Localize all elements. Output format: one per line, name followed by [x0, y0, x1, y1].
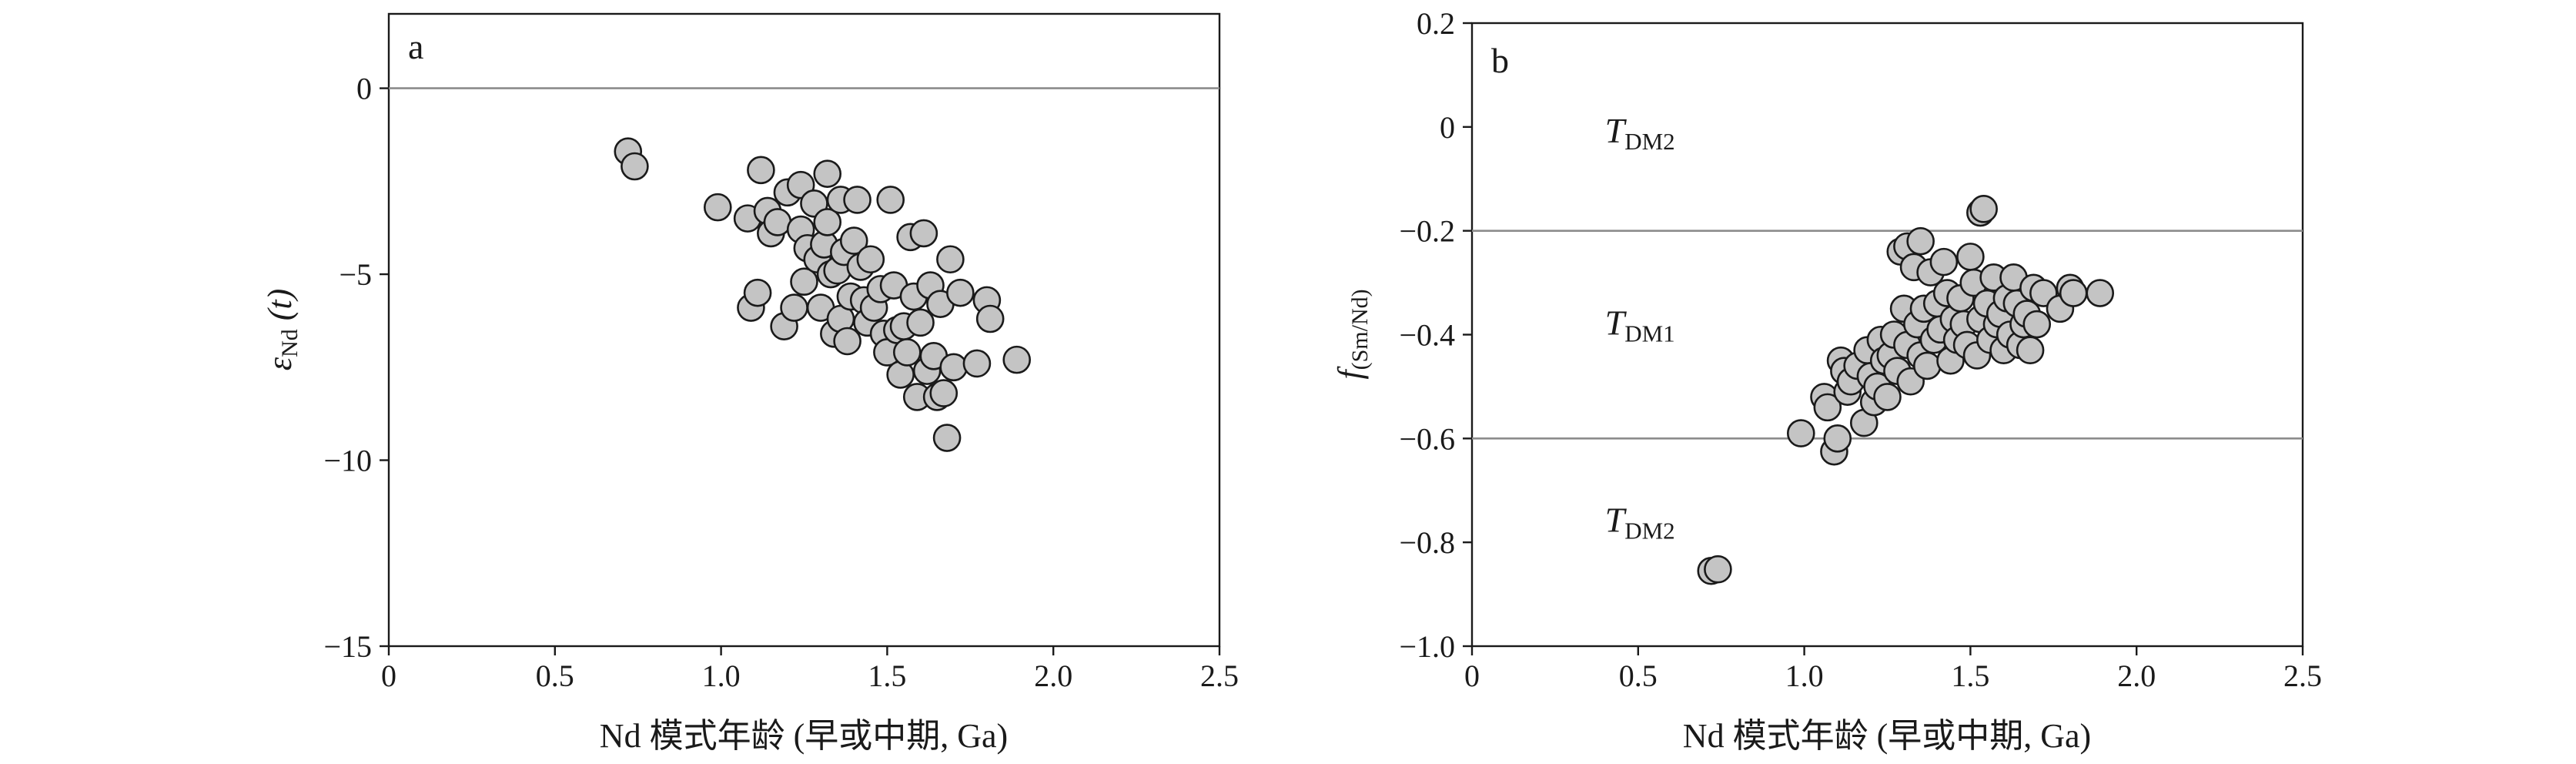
panel-a-y-axis-symbol: ε — [261, 357, 299, 370]
panel-b-data-point-46 — [1956, 243, 1985, 271]
panel-a-data-point-6 — [747, 156, 775, 185]
annotation-base: T — [1605, 303, 1628, 343]
panel-a-data-point-15 — [790, 267, 818, 297]
panel-b-data-point-72 — [2086, 279, 2115, 307]
panel-b-annotation-0: TDM2 — [1605, 111, 1675, 155]
panel-a-y-axis-title: εNd (t) — [261, 289, 303, 371]
panel-b-reference-lines — [1472, 230, 2303, 440]
panel-a-data-points — [614, 137, 1032, 452]
panel-a-data-point-51 — [909, 219, 938, 248]
panel-b-data-point-30 — [1906, 226, 1935, 256]
panel-a-data-point-41 — [876, 186, 905, 214]
panel-b-data-points — [1697, 195, 2115, 585]
panel-b-data-point-71 — [2059, 279, 2088, 307]
panel-a-data-point-31 — [839, 226, 868, 255]
panel-b-data-point-33 — [1912, 351, 1942, 380]
panel-a-y-tick-label: −15 — [323, 629, 372, 664]
panel-b-y-tick-label: −0.4 — [1399, 318, 1455, 353]
panel-b-x-tick-label: 2.5 — [2283, 658, 2322, 693]
panel-a-x-tick-label: 2.0 — [1034, 658, 1072, 693]
panel-b-label: b — [1491, 41, 1509, 80]
panel-b-x-axis-title: Nd 模式年龄 (早或中期, Ga) — [1683, 717, 2091, 755]
panel-a-y-tick-label: −5 — [339, 257, 372, 292]
panel-a-y-tick-label: −10 — [323, 444, 372, 478]
panel-a-data-point-50 — [906, 308, 935, 337]
panel-a-data-point-62 — [962, 349, 992, 378]
panel-b-y-axis-subscript: (Sm/Nd) — [1347, 289, 1373, 370]
panel-a-y-tick-label: 0 — [356, 72, 372, 106]
panel-a-x-tick-label: 0 — [381, 658, 396, 693]
panel-b-annotation-2: TDM2 — [1605, 501, 1675, 545]
panel-b-x-tick-label: 0 — [1464, 658, 1480, 693]
panel-a-ticks: 0 0.5 1.0 1.5 2.0 2.5 0 −5 −10 −15 — [323, 72, 1239, 693]
panel-b-data-point-67 — [2022, 310, 2052, 339]
panel-b-x-tick-label: 1.0 — [1785, 658, 1824, 693]
annotation-base: T — [1605, 501, 1628, 540]
annotation-subscript: DM1 — [1624, 320, 1674, 347]
panel-b-data-point-1 — [1704, 555, 1732, 584]
panel-a-x-axis-title: Nd 模式年龄 (早或中期, Ga) — [600, 717, 1008, 755]
annotation-base: T — [1605, 111, 1628, 150]
panel-a-data-point-58 — [932, 424, 962, 452]
panel-b-x-tick-label: 1.5 — [1951, 658, 1989, 693]
panel-b-data-point-51 — [1969, 195, 1998, 223]
panel-a-x-tick-label: 1.5 — [868, 658, 906, 693]
annotation-subscript: DM2 — [1624, 518, 1674, 545]
panel-b-y-tick-label: −0.6 — [1399, 421, 1455, 456]
panel-b-x-tick-label: 0.5 — [1619, 658, 1658, 693]
panel-b-ticks: 0 0.5 1.0 1.5 2.0 2.5 0.2 0 −0.2 −0.4 −0.6 −0.8 −1.0 — [1399, 6, 2322, 693]
panel-a-data-point-21 — [813, 159, 842, 188]
panel-b-data-point-65 — [2016, 336, 2045, 365]
panel-b-data-point-4 — [1813, 393, 1842, 422]
panel-a-x-tick-label: 2.5 — [1200, 658, 1239, 693]
panel-b-data-point-19 — [1873, 383, 1902, 411]
panel-b-data-point-38 — [1929, 247, 1959, 276]
panel-b-y-tick-label: −0.2 — [1399, 214, 1455, 249]
panel-a-x-tick-label: 1.0 — [702, 658, 741, 693]
panel-a-data-point-60 — [939, 353, 969, 382]
panel-a-data-point-61 — [946, 278, 975, 307]
panel-b-annotation-1: TDM1 — [1605, 303, 1675, 347]
panel-b-y-tick-label: 0.2 — [1417, 6, 1455, 41]
panel-b-y-tick-label: −1.0 — [1399, 629, 1455, 664]
panel-a-data-point-29 — [833, 327, 861, 356]
panel-a-plot-frame — [387, 12, 1221, 648]
panel-a-data-point-65 — [1002, 345, 1032, 374]
panel-b-y-tick-label: −0.8 — [1399, 525, 1455, 560]
panel-a-x-tick-label: 0.5 — [536, 658, 574, 693]
panel-a-data-point-46 — [892, 338, 922, 367]
panel-b-y-axis-title: f(Sm/Nd) — [1331, 289, 1373, 379]
panel-b-y-tick-label: 0 — [1440, 110, 1455, 145]
panel-b-data-point-2 — [1786, 419, 1815, 447]
panel-a-data-point-57 — [929, 379, 958, 407]
panel-b-x-tick-label: 2.0 — [2117, 658, 2156, 693]
panel-a-data-point-59 — [936, 245, 965, 274]
panel-a-y-axis-suffix: (t) — [261, 289, 299, 330]
panel-a-data-point-12 — [780, 293, 808, 322]
panel-b-data-point-6 — [1823, 424, 1852, 453]
panel-a-data-point-5 — [743, 278, 772, 307]
panel-a-data-point-1 — [621, 152, 649, 181]
chart-panel-b: 0 0.5 1.0 1.5 2.0 2.5 0.2 0 −0.2 −0.4 −0.6 −0.8 −1.0… — [1331, 6, 2322, 755]
panel-a-data-point-9 — [763, 208, 792, 236]
chart-panel-a: 0 0.5 1.0 1.5 2.0 2.5 0 −5 −10 −15 a Nd 模式年龄 (早或中… — [261, 12, 1239, 755]
panel-a-data-point-36 — [856, 245, 885, 274]
panel-a-label: a — [408, 27, 423, 66]
panel-a-data-point-22 — [813, 208, 842, 236]
panel-a-data-point-2 — [703, 193, 732, 222]
annotation-subscript: DM2 — [1624, 128, 1674, 155]
panel-a-data-point-64 — [975, 304, 1005, 333]
panel-a-y-axis-subscript: Nd — [277, 329, 303, 357]
panel-a-data-point-32 — [843, 186, 871, 214]
